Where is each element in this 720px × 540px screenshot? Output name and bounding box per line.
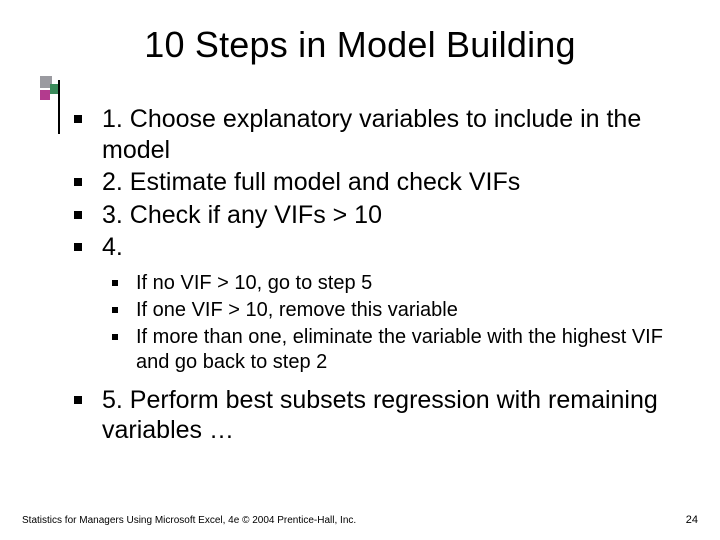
- bullet-item-3: 3. Check if any VIFs > 10: [74, 200, 680, 231]
- sub-bullet-list: If no VIF > 10, go to step 5 If one VIF …: [74, 271, 680, 375]
- slide-body: 1. Choose explanatory variables to inclu…: [74, 104, 680, 448]
- title-decoration: [40, 76, 62, 126]
- sub-bullet-item-3: If more than one, eliminate the variable…: [112, 325, 680, 375]
- footer-text: Statistics for Managers Using Microsoft …: [22, 515, 356, 526]
- bullet-item-1: 1. Choose explanatory variables to inclu…: [74, 104, 680, 165]
- bullet-list: 1. Choose explanatory variables to inclu…: [74, 104, 680, 263]
- bullet-item-4: 4.: [74, 232, 680, 263]
- bullet-item-5: 5. Perform best subsets regression with …: [74, 385, 680, 446]
- slide-title: 10 Steps in Model Building: [0, 24, 720, 66]
- sub-bullet-item-2: If one VIF > 10, remove this variable: [112, 298, 680, 323]
- page-number: 24: [686, 514, 698, 526]
- deco-vertical-line: [58, 80, 60, 134]
- bullet-list-cont: 5. Perform best subsets regression with …: [74, 385, 680, 446]
- slide: 10 Steps in Model Building 1. Choose exp…: [0, 0, 720, 540]
- sub-bullet-item-1: If no VIF > 10, go to step 5: [112, 271, 680, 296]
- deco-square-magenta: [40, 90, 50, 100]
- bullet-item-2: 2. Estimate full model and check VIFs: [74, 167, 680, 198]
